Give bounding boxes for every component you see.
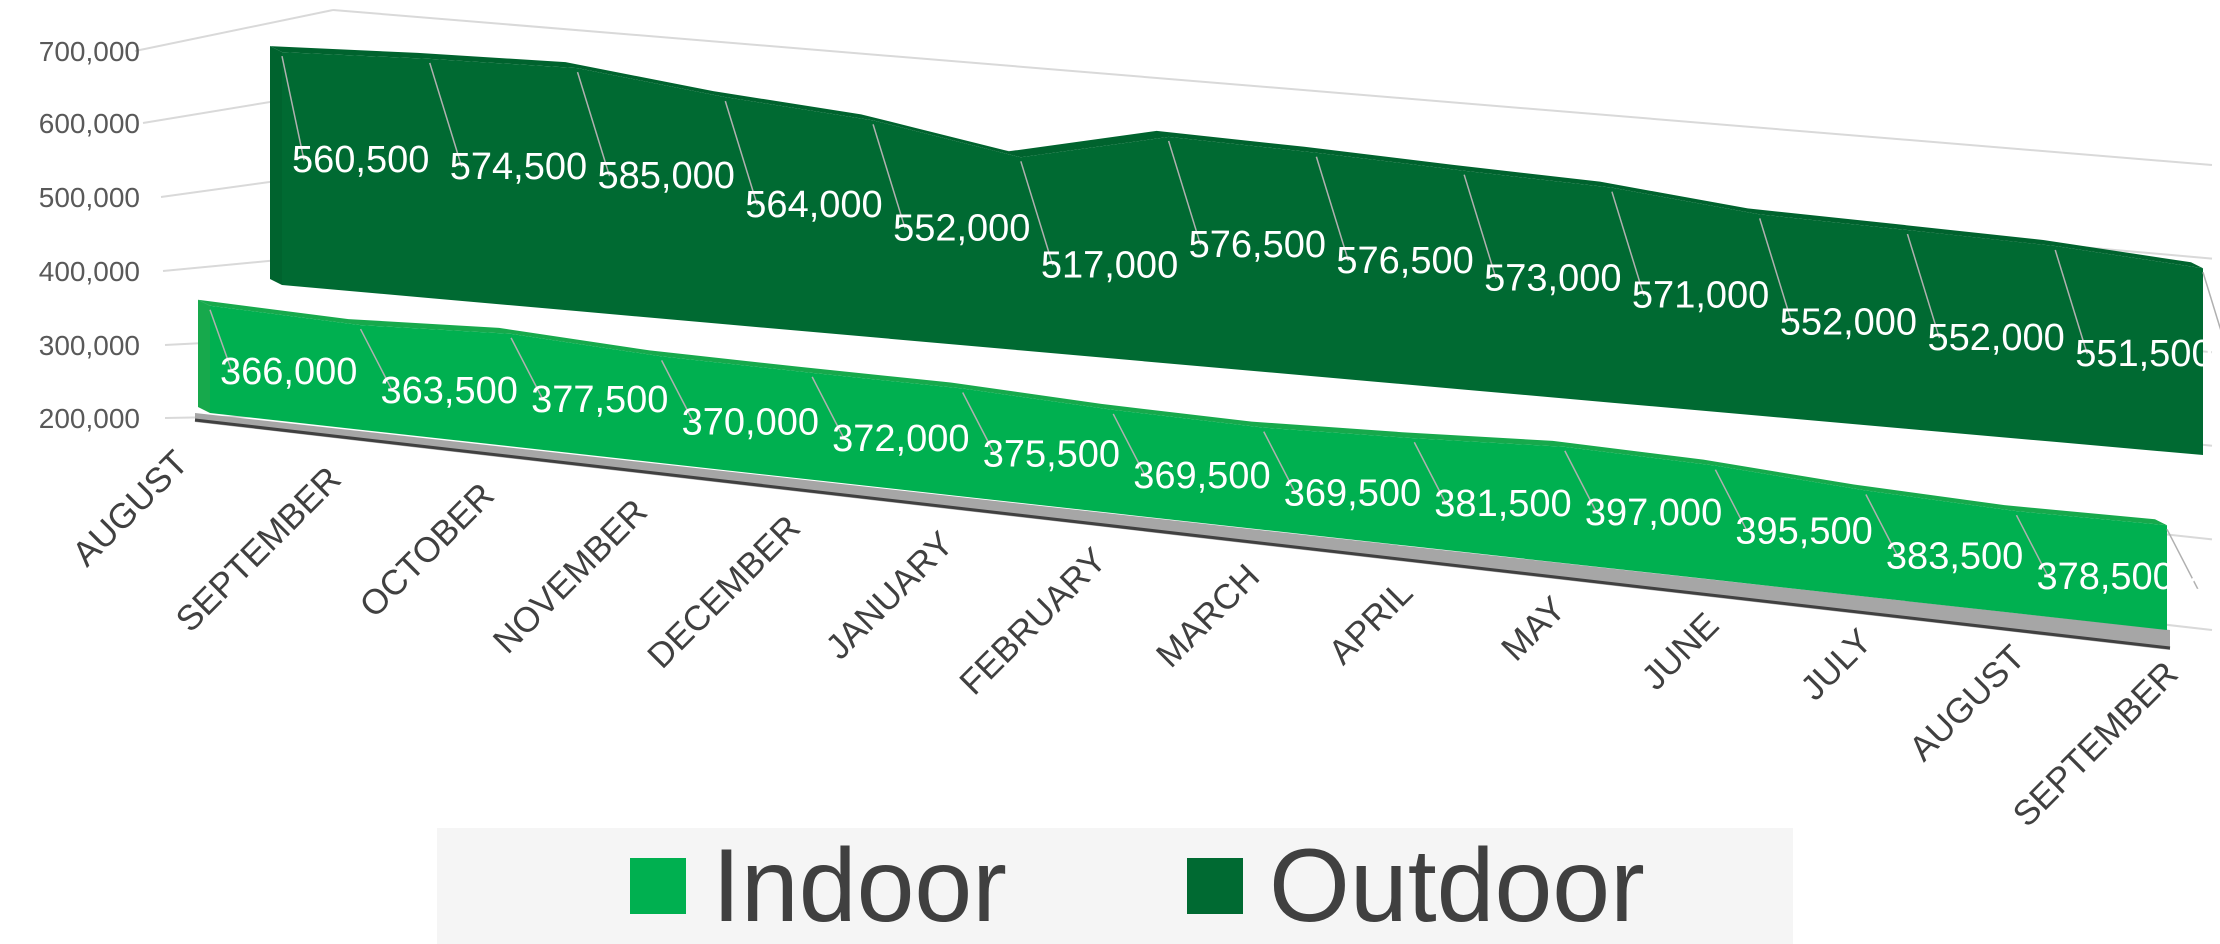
x-tick-label: AUGUST (1902, 638, 2033, 769)
legend-item-indoor[interactable]: Indoor (630, 828, 1007, 944)
indoor-leader-line (1564, 450, 1598, 514)
indoor-data-label: 395,500 (1735, 511, 1872, 553)
gridline-wall (134, 9, 334, 52)
indoor-data-label: 375,500 (983, 433, 1120, 475)
series-outdoor-area (270, 46, 2203, 455)
chart-floor (194, 413, 2171, 650)
x-tick-label: NOVEMBER (486, 492, 655, 661)
y-tick-label: 700,000 (39, 36, 140, 67)
outdoor-data-label: 552,000 (893, 207, 1030, 249)
x-tick-label: JULY (1793, 622, 1879, 708)
indoor-data-label: 377,500 (531, 379, 668, 421)
x-tick-label: SEPTEMBER (168, 459, 348, 639)
y-tick-label: 200,000 (39, 403, 140, 434)
indoor-data-label: 369,500 (1284, 473, 1421, 515)
indoor-leader-line (1263, 431, 1297, 494)
y-tick-label: 500,000 (39, 182, 140, 213)
legend: Indoor Outdoor (437, 828, 1793, 944)
indoor-leader-line (510, 337, 544, 401)
indoor-data-label: 370,000 (682, 401, 819, 443)
x-tick-label: DECEMBER (640, 508, 808, 676)
outdoor-leader-line (2202, 272, 2220, 331)
outdoor-leader-line (1315, 156, 1350, 262)
x-tick-label: SEPTEMBER (2005, 654, 2185, 834)
indoor-leader-line (1413, 441, 1447, 505)
outdoor-leader-line (281, 55, 305, 161)
data-labels: 366,000 363,500 377,500 370,000 372,000 375,5… (220, 139, 2220, 612)
y-tick-label: 400,000 (39, 256, 140, 287)
outdoor-data-label: 576,500 (1336, 240, 1473, 282)
legend-label-outdoor: Outdoor (1269, 828, 1645, 944)
outdoor-data-label: 552,000 (1927, 317, 2064, 359)
data-label-leaders (209, 55, 2220, 592)
x-tick-label: JANUARY (818, 524, 961, 667)
indoor-leader-line (2015, 514, 2050, 578)
x-tick-label: OCTOBER (352, 476, 502, 626)
y-tick-label: 300,000 (39, 330, 140, 361)
outdoor-data-label: 552,000 (1780, 301, 1917, 343)
indoor-leader-line (1714, 469, 1749, 533)
y-axis-ticks: 200,000 300,000 400,000 500,000 600,000 700,0… (39, 36, 140, 434)
outdoor-leader-line (1758, 218, 1793, 323)
legend-swatch-indoor (630, 858, 686, 914)
outdoor-leader-line (872, 124, 906, 229)
indoor-leader-line (2166, 528, 2200, 592)
indoor-data-label: 363,500 (381, 370, 518, 412)
x-tick-label: AUGUST (65, 443, 196, 574)
indoor-area-front (210, 305, 2167, 630)
indoor-data-label: 385000 (2187, 570, 2220, 612)
x-tick-label: JUNE (1634, 605, 1726, 697)
legend-label-indoor: Indoor (712, 828, 1007, 944)
outdoor-data-label: 551,500 (2075, 333, 2212, 375)
outdoor-area-front (282, 52, 2203, 455)
outdoor-data-label: 573,000 (1484, 258, 1621, 300)
outdoor-data-label: 576,500 (1189, 224, 1326, 266)
indoor-data-label: 366,000 (220, 351, 357, 393)
indoor-leader-line (962, 392, 996, 455)
indoor-data-label: 369,500 (1133, 455, 1270, 497)
outdoor-leader-line (1463, 174, 1497, 279)
x-tick-label: APRIL (1321, 573, 1420, 672)
x-axis-line (194, 418, 2171, 650)
outdoor-leader-line (429, 62, 463, 168)
outdoor-data-label: 517,000 (1041, 244, 1178, 286)
indoor-leader-line (1865, 494, 1899, 557)
outdoor-leader-line (724, 100, 759, 206)
outdoor-leader-line (1611, 191, 1645, 296)
outdoor-leader-line (2054, 249, 2088, 355)
indoor-data-label: 378,500 (2036, 556, 2173, 598)
outdoor-leader-line (1167, 140, 1202, 246)
outdoor-data-label: 571,000 (1632, 275, 1769, 317)
indoor-leader-line (1112, 413, 1146, 477)
outdoor-data-label: 560,500 (292, 139, 429, 181)
x-tick-label: FEBRUARY (952, 540, 1114, 702)
indoor-data-label: 372,000 (832, 418, 969, 460)
outdoor-data-label: 585,000 (598, 155, 735, 197)
series-indoor-area (198, 299, 2167, 630)
x-tick-label: MAY (1494, 589, 1573, 668)
outdoor-leader-line (1020, 161, 1054, 266)
indoor-leader-line (359, 328, 394, 392)
indoor-area-side (198, 299, 210, 413)
x-tick-label: MARCH (1149, 557, 1267, 675)
indoor-data-label: 397,000 (1585, 492, 1722, 534)
outdoor-area-side (270, 46, 282, 285)
indoor-data-label: 381,500 (1434, 483, 1571, 525)
indoor-area-top (198, 299, 2167, 526)
outdoor-data-label: 564,000 (745, 184, 882, 226)
outdoor-leader-line (576, 71, 611, 177)
gridline-back (332, 9, 2213, 166)
y-tick-label: 600,000 (39, 108, 140, 139)
outdoor-leader-line (1906, 233, 1941, 339)
indoor-leader-line (209, 309, 233, 373)
outdoor-data-label: 574,500 (450, 146, 587, 188)
legend-swatch-outdoor (1187, 858, 1243, 914)
indoor-data-label: 383,500 (1886, 535, 2023, 577)
indoor-leader-line (811, 376, 845, 440)
legend-item-outdoor[interactable]: Outdoor (1187, 828, 1645, 944)
indoor-leader-line (660, 360, 695, 423)
